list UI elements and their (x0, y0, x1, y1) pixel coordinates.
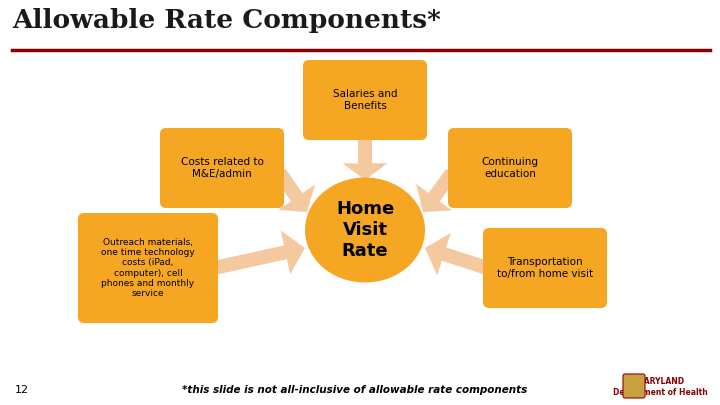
Text: *this slide is not all-inclusive of allowable rate components: *this slide is not all-inclusive of allo… (182, 385, 528, 395)
Polygon shape (343, 136, 387, 180)
FancyBboxPatch shape (303, 60, 427, 140)
Polygon shape (416, 169, 458, 212)
Text: 12: 12 (15, 385, 29, 395)
Text: Salaries and
Benefits: Salaries and Benefits (333, 89, 397, 111)
Polygon shape (425, 233, 489, 275)
Text: MARYLAND
Department of Health: MARYLAND Department of Health (613, 377, 707, 397)
FancyBboxPatch shape (160, 128, 284, 208)
Text: Outreach materials,
one time technology
costs (iPad,
computer), cell
phones and : Outreach materials, one time technology … (101, 237, 195, 298)
Text: Allowable Rate Components*: Allowable Rate Components* (12, 8, 441, 33)
Text: Home
Visit
Rate: Home Visit Rate (336, 200, 394, 260)
Polygon shape (212, 230, 305, 275)
Text: Transportation
to/from home visit: Transportation to/from home visit (497, 257, 593, 279)
Ellipse shape (305, 177, 425, 283)
FancyBboxPatch shape (78, 213, 218, 323)
Text: Costs related to
M&E/admin: Costs related to M&E/admin (181, 157, 264, 179)
Polygon shape (274, 169, 315, 212)
FancyBboxPatch shape (623, 374, 645, 398)
FancyBboxPatch shape (448, 128, 572, 208)
Text: Continuing
education: Continuing education (482, 157, 539, 179)
FancyBboxPatch shape (483, 228, 607, 308)
